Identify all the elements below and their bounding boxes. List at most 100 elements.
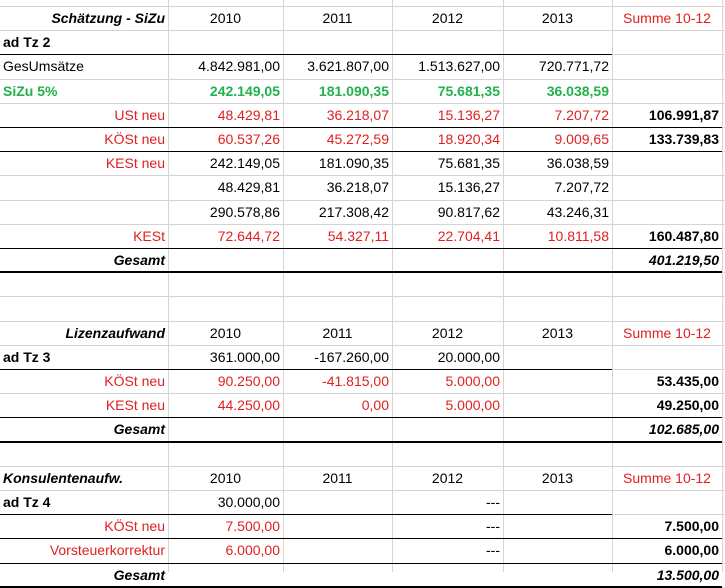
cell-r0-c2[interactable]: 2011	[322, 10, 353, 26]
cell-r19-c0[interactable]: Konsulentenaufw.	[3, 470, 124, 486]
cell-r22-c3[interactable]: ---	[486, 542, 500, 558]
cell-r6-c2[interactable]: 181.090,35	[318, 155, 389, 171]
grid-column-line	[612, 0, 613, 572]
cell-r19-c3[interactable]: 2012	[431, 470, 464, 486]
cell-r13-c3[interactable]: 2012	[431, 325, 464, 341]
cell-r7-c1[interactable]: 48.429,81	[217, 179, 280, 195]
cell-r19-c5[interactable]: Summe 10-12	[623, 470, 711, 486]
cell-r0-c3[interactable]: 2012	[431, 10, 464, 26]
cell-r5-c4[interactable]: 9.009,65	[554, 131, 610, 147]
cell-r5-c1[interactable]: 60.537,26	[217, 131, 280, 147]
cell-r17-c0[interactable]: Gesamt	[113, 421, 165, 437]
grid-column-line	[503, 0, 504, 572]
cell-r8-c1[interactable]: 290.578,86	[209, 204, 280, 220]
cell-r23-c5[interactable]: 13.500,00	[656, 567, 719, 583]
cell-r3-c3[interactable]: 75.681,35	[437, 83, 500, 99]
cell-r13-c2[interactable]: 2011	[322, 325, 353, 341]
cell-r22-c5[interactable]: 6.000,00	[664, 542, 720, 558]
cell-r15-c2[interactable]: -41.815,00	[322, 373, 389, 389]
cell-r17-c5[interactable]: 102.685,00	[648, 421, 719, 437]
cell-r16-c2[interactable]: 0,00	[361, 397, 389, 413]
cell-r13-c0[interactable]: Lizenzaufwand	[65, 325, 165, 341]
cell-r7-c4[interactable]: 7.207,72	[554, 179, 610, 195]
cell-r2-c2[interactable]: 3.621.807,00	[307, 58, 389, 74]
cell-r2-c1[interactable]: 4.842.981,00	[198, 58, 280, 74]
cell-r5-c2[interactable]: 45.272,59	[326, 131, 389, 147]
cell-r4-c2[interactable]: 36.218,07	[326, 107, 389, 123]
cell-r9-c3[interactable]: 22.704,41	[437, 228, 500, 244]
cell-r20-c0[interactable]: ad Tz 4	[3, 494, 51, 510]
cell-r13-c1[interactable]: 2010	[209, 325, 242, 341]
cell-r13-c4[interactable]: 2013	[541, 325, 574, 341]
cell-r6-c1[interactable]: 242.149,05	[209, 155, 280, 171]
cell-r6-c4[interactable]: 36.038,59	[546, 155, 609, 171]
cell-r13-c5[interactable]: Summe 10-12	[623, 325, 711, 341]
grid-row-line	[0, 224, 725, 225]
cell-r4-c3[interactable]: 15.136,27	[437, 107, 500, 123]
cell-r8-c2[interactable]: 217.308,42	[318, 204, 389, 220]
cell-r9-c5[interactable]: 160.487,80	[648, 228, 719, 244]
cell-r10-c5[interactable]: 401.219,50	[648, 252, 719, 268]
cell-r3-c4[interactable]: 36.038,59	[546, 83, 609, 99]
cell-r3-c1[interactable]: 242.149,05	[209, 83, 280, 99]
cell-r21-c5[interactable]: 7.500,00	[664, 518, 720, 534]
cell-r21-c0[interactable]: KÖSt neu	[104, 518, 165, 534]
cell-r5-c3[interactable]: 18.920,34	[437, 131, 500, 147]
cell-r20-c3[interactable]: ---	[486, 494, 500, 510]
cell-r0-c5[interactable]: Summe 10-12	[623, 10, 711, 26]
cell-r9-c2[interactable]: 54.327,11	[327, 228, 389, 244]
cell-r7-c3[interactable]: 15.136,27	[437, 179, 500, 195]
cell-r7-c2[interactable]: 36.218,07	[326, 179, 389, 195]
cell-r15-c1[interactable]: 90.250,00	[217, 373, 280, 389]
cell-r16-c3[interactable]: 5.000,00	[445, 397, 501, 413]
cell-r15-c5[interactable]: 53.435,00	[656, 373, 719, 389]
cell-r6-c0[interactable]: KESt neu	[105, 155, 165, 171]
cell-r3-c2[interactable]: 181.090,35	[318, 83, 389, 99]
cell-r14-c2[interactable]: -167.260,00	[314, 349, 389, 365]
cell-r4-c0[interactable]: USt neu	[114, 107, 165, 123]
cell-r0-c4[interactable]: 2013	[541, 10, 574, 26]
cell-r9-c0[interactable]: KESt	[133, 228, 165, 244]
cell-r15-c3[interactable]: 5.000,00	[445, 373, 501, 389]
cell-r21-c1[interactable]: 7.500,00	[225, 518, 281, 534]
grid-row-line	[0, 490, 725, 491]
cell-r3-c0[interactable]: SiZu 5%	[3, 83, 58, 99]
cell-r8-c4[interactable]: 43.246,31	[546, 204, 609, 220]
cell-r19-c4[interactable]: 2013	[541, 470, 574, 486]
cell-r2-c0[interactable]: GesUmsätze	[3, 58, 84, 74]
cell-r0-c1[interactable]: 2010	[209, 10, 242, 26]
cell-border	[0, 127, 722, 128]
cell-r16-c0[interactable]: KESt neu	[105, 397, 165, 413]
cell-r2-c3[interactable]: 1.513.627,00	[418, 58, 500, 74]
cell-r9-c1[interactable]: 72.644,72	[217, 228, 280, 244]
cell-r6-c3[interactable]: 75.681,35	[437, 155, 500, 171]
cell-r16-c5[interactable]: 49.250,00	[656, 397, 719, 413]
grid-row-line	[0, 393, 725, 394]
cell-r5-c5[interactable]: 133.739,83	[648, 131, 719, 147]
cell-r19-c1[interactable]: 2010	[209, 470, 242, 486]
cell-r14-c0[interactable]: ad Tz 3	[3, 349, 51, 365]
cell-r5-c0[interactable]: KÖSt neu	[104, 131, 165, 147]
cell-r15-c0[interactable]: KÖSt neu	[104, 373, 165, 389]
cell-r14-c1[interactable]: 361.000,00	[209, 349, 280, 365]
cell-r8-c3[interactable]: 90.817,62	[437, 204, 500, 220]
cell-r23-c0[interactable]: Gesamt	[113, 567, 165, 583]
grid-column-line	[392, 0, 393, 572]
cell-r20-c1[interactable]: 30.000,00	[217, 494, 280, 510]
cell-r14-c3[interactable]: 20.000,00	[437, 349, 500, 365]
cell-r4-c1[interactable]: 48.429,81	[217, 107, 280, 123]
cell-r19-c2[interactable]: 2011	[322, 470, 353, 486]
grid-row-line	[0, 30, 725, 31]
cell-r1-c0[interactable]: ad Tz 2	[3, 34, 51, 50]
cell-r4-c4[interactable]: 7.207,72	[554, 107, 610, 123]
cell-r10-c0[interactable]: Gesamt	[113, 252, 165, 268]
cell-r16-c1[interactable]: 44.250,00	[217, 397, 280, 413]
cell-r22-c0[interactable]: Vorsteuerkorrektur	[49, 542, 165, 558]
cell-r21-c3[interactable]: ---	[486, 518, 500, 534]
cell-r0-c0[interactable]: Schätzung - SiZu	[51, 10, 165, 26]
cell-r2-c4[interactable]: 720.771,72	[538, 58, 609, 74]
cell-border	[0, 369, 612, 370]
cell-r9-c4[interactable]: 10.811,58	[547, 228, 609, 244]
cell-r4-c5[interactable]: 106.991,87	[648, 107, 719, 123]
cell-r22-c1[interactable]: 6.000,00	[225, 542, 281, 558]
